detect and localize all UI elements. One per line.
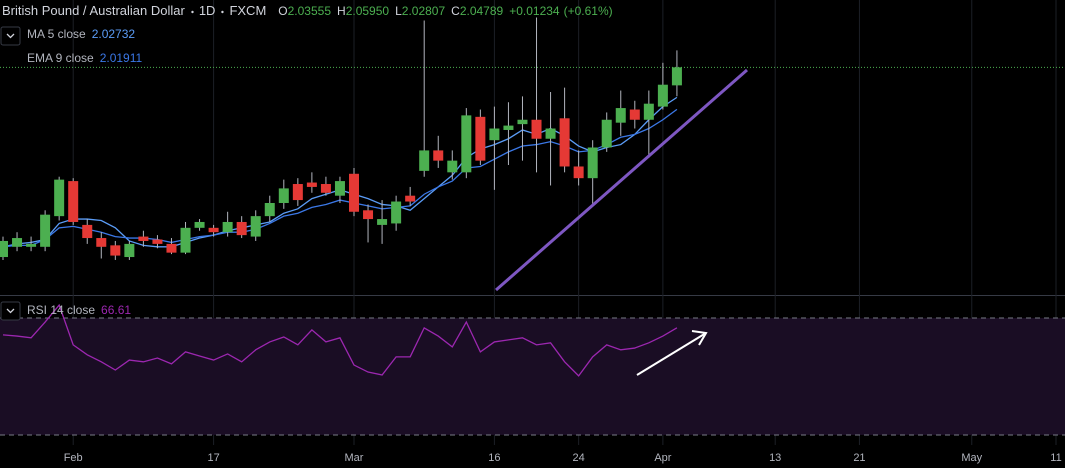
candle-body [573, 166, 584, 179]
arrow-shaft [636, 332, 707, 376]
arrow-head [691, 330, 708, 346]
candle-body [236, 221, 247, 236]
x-tick-label: May [961, 452, 982, 464]
candle-body [363, 210, 374, 220]
candle-body [391, 201, 402, 224]
candle-body [643, 103, 654, 120]
candle-body [180, 227, 191, 253]
chevron [6, 308, 15, 314]
ohlc-label: H [337, 4, 346, 18]
interval: 1D [199, 3, 216, 18]
source: FXCM [229, 3, 266, 18]
legend-name: EMA 9 close [27, 51, 94, 65]
ohlc-value: 2.04789 [460, 4, 504, 18]
rsi-line [2, 303, 678, 377]
candle-body [377, 219, 388, 225]
candle-body [545, 128, 556, 139]
x-tick-label: 24 [573, 452, 585, 464]
legend-entry: EMA 9 close 2.01911 [27, 51, 143, 65]
candle-body [587, 147, 598, 179]
legend-value: 2.02732 [92, 27, 136, 41]
legend-entry: MA 5 close 2.02732 [27, 27, 135, 41]
header: British Pound / Australian Dollar 1D FXCM O… [2, 3, 613, 18]
candle-body [0, 240, 8, 258]
ohlc-label: O [278, 4, 287, 18]
price-pane [0, 17, 1065, 260]
candle-body [194, 221, 205, 228]
candle-body [250, 216, 261, 237]
symbol-title: British Pound / Australian Dollar [2, 3, 185, 18]
ohlc-label: L [395, 4, 402, 18]
chevron [6, 33, 15, 39]
candle-body [447, 160, 458, 173]
candle-body [96, 238, 107, 247]
candle-body [26, 243, 37, 247]
x-tick-label: Apr [654, 452, 671, 464]
candle-body [12, 238, 23, 247]
ohlc-value: 2.02807 [402, 4, 446, 18]
candle-body [208, 227, 219, 233]
change: +0.01234 [509, 4, 560, 18]
legend-name: MA 5 close [27, 27, 86, 41]
candle-body [110, 245, 121, 256]
candle-body [629, 109, 640, 120]
candle-body [559, 118, 570, 167]
candle-body [320, 184, 331, 193]
candle-body [615, 108, 626, 123]
candle-body [531, 119, 542, 139]
candle-body [138, 236, 149, 241]
legend-value: 66.61 [101, 303, 131, 317]
separator-dot [221, 10, 224, 14]
arrow [636, 330, 708, 376]
x-tick-label: 11 [1050, 452, 1061, 464]
x-tick-label: 13 [769, 452, 781, 464]
x-tick-label: Mar [345, 452, 364, 464]
x-tick-label: Feb [64, 452, 83, 464]
x-axis: Feb 17 Mar 16 24 Apr 13 21 May 11 [64, 452, 1062, 464]
candle-body [82, 224, 93, 239]
ohlc-value: 2.03555 [288, 4, 332, 18]
candle-body [292, 184, 303, 201]
legend-value: 2.01911 [100, 51, 143, 65]
candle-body [489, 128, 500, 141]
legend-toggle[interactable] [0, 301, 21, 321]
x-tick-label: 16 [488, 452, 500, 464]
x-tick-label: 17 [207, 452, 219, 464]
candle-body [166, 243, 177, 253]
candle-body [68, 181, 79, 222]
candle-body [475, 116, 486, 161]
legend-entry: RSI 14 close 66.61 [27, 303, 131, 317]
candle-body [278, 188, 289, 203]
candle-body [124, 243, 135, 258]
change-pct: (+0.61%) [564, 4, 613, 18]
candle-body [461, 115, 472, 173]
candle-body [334, 181, 345, 196]
legend-toggle[interactable] [0, 26, 21, 46]
legend: MA 5 close 2.02732 EMA 9 close 2.01911 RSI 1… [0, 26, 143, 321]
candle-body [264, 202, 275, 217]
candle-body [419, 150, 430, 171]
separator-dot [191, 10, 194, 14]
ohlc-value: 2.05950 [346, 4, 390, 18]
legend-name: RSI 14 close [27, 303, 95, 317]
candle-body [503, 125, 514, 130]
rsi-pane [0, 303, 1065, 436]
candle-body [40, 214, 51, 247]
candle-body [433, 150, 444, 161]
candle-body [601, 119, 612, 148]
candle-body [222, 221, 233, 233]
candle-body [152, 239, 163, 244]
candle-body [54, 179, 65, 217]
trend-line [495, 68, 748, 292]
candle-body [405, 195, 416, 202]
candle-body [517, 119, 528, 125]
candle-body [657, 84, 668, 107]
candle-body [349, 173, 359, 212]
candle-body [671, 67, 682, 86]
candle-body [306, 182, 317, 187]
rsi-band [0, 317, 1065, 435]
ohlc-label: C [451, 4, 460, 18]
x-tick-label: 21 [853, 452, 865, 464]
